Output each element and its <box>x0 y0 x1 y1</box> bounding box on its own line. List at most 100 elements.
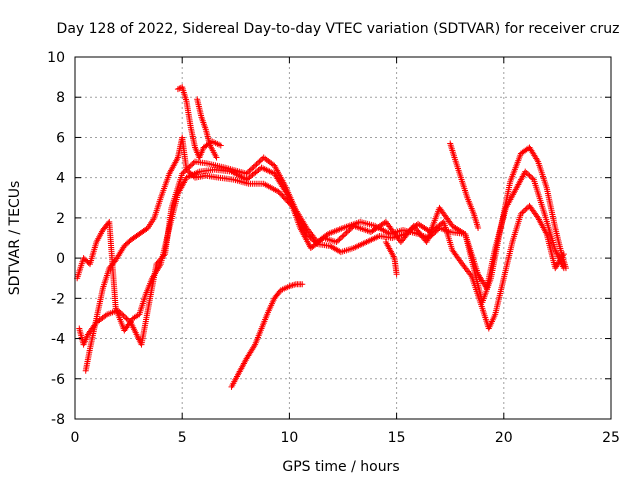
data-point <box>257 157 264 164</box>
chart-title: Day 128 of 2022, Sidereal Day-to-day VTE… <box>57 21 620 37</box>
x-tick-label: 0 <box>71 430 80 446</box>
data-point <box>183 166 190 173</box>
data-point <box>213 154 220 161</box>
data-point <box>250 163 257 170</box>
data-point <box>299 281 306 288</box>
data-point <box>333 239 340 246</box>
data-point <box>345 228 352 235</box>
data-point <box>254 159 261 166</box>
data-point <box>306 233 313 240</box>
data-point <box>289 203 296 210</box>
data-point <box>246 167 253 174</box>
y-tick-label: 2 <box>56 211 65 227</box>
data-point <box>529 175 536 182</box>
series-track-5 <box>194 96 220 161</box>
data-point <box>319 236 326 243</box>
data-point <box>189 161 196 168</box>
data-point <box>393 271 400 278</box>
data-point <box>522 168 529 175</box>
y-tick-label: -6 <box>51 372 65 388</box>
data-point <box>253 161 260 168</box>
data-point <box>105 220 112 227</box>
data-point <box>285 199 292 206</box>
data-point <box>186 169 193 176</box>
data-point <box>187 170 194 177</box>
data-point <box>247 166 254 173</box>
y-tick-label: -8 <box>51 412 65 428</box>
data-point <box>243 170 250 177</box>
series-track-7 <box>447 140 482 231</box>
data-point <box>180 169 187 176</box>
data-point <box>256 158 263 165</box>
data-point <box>252 162 259 169</box>
data-point <box>279 192 286 199</box>
data-point <box>280 194 287 201</box>
data-point <box>276 190 283 197</box>
x-tick-label: 15 <box>388 430 406 446</box>
data-point <box>304 232 311 239</box>
data-point <box>190 173 197 180</box>
data-point <box>190 159 197 166</box>
data-point <box>284 198 291 205</box>
y-tick-label: 8 <box>56 90 65 106</box>
data-point <box>123 315 130 322</box>
data-point <box>122 314 129 321</box>
data-point <box>522 206 529 213</box>
y-tick-label: 10 <box>47 50 65 66</box>
data-point <box>560 265 567 272</box>
plot-frame <box>74 56 612 420</box>
data-point <box>347 225 354 232</box>
y-tick-label: -2 <box>51 291 65 307</box>
data-point <box>278 191 285 198</box>
data-point <box>527 173 534 180</box>
data-point <box>340 232 347 239</box>
series-track-8 <box>382 239 400 278</box>
y-axis-title: SDTVAR / TECUs <box>7 181 23 296</box>
data-point <box>339 233 346 240</box>
data-point <box>312 239 319 246</box>
data-point <box>342 230 349 237</box>
data-point <box>286 200 293 207</box>
series-track-4 <box>174 84 224 161</box>
data-point <box>526 172 533 179</box>
data-point <box>189 171 196 178</box>
data-point <box>525 171 532 178</box>
y-tick-label: -4 <box>51 332 65 348</box>
data-point <box>520 208 527 215</box>
data-point <box>184 167 191 174</box>
data-point <box>179 170 186 177</box>
data-point <box>343 229 350 236</box>
data-point <box>143 225 150 232</box>
data-point <box>308 236 315 243</box>
data-point <box>560 251 567 258</box>
data-point <box>311 238 318 245</box>
data-point <box>303 230 310 237</box>
data-point <box>249 165 256 172</box>
data-point <box>120 312 127 319</box>
data-point <box>244 169 251 176</box>
y-tick-label: 4 <box>56 171 65 187</box>
x-tick-label: 5 <box>178 430 187 446</box>
data-point <box>310 237 317 244</box>
data-point <box>523 205 530 212</box>
data-point <box>334 237 341 244</box>
y-tick-label: 6 <box>56 130 65 146</box>
series-track-6 <box>228 281 306 390</box>
data-point <box>119 311 126 318</box>
data-point <box>186 163 193 170</box>
series-track-3 <box>82 134 567 374</box>
data-marks <box>74 84 569 390</box>
data-point <box>519 209 526 216</box>
y-tick-label: 0 <box>56 251 65 267</box>
data-point <box>283 196 290 203</box>
data-point <box>281 195 288 202</box>
x-tick-label: 10 <box>280 430 298 446</box>
data-point <box>336 236 343 243</box>
data-point <box>217 142 224 149</box>
data-point <box>475 224 482 231</box>
data-point <box>288 202 295 209</box>
x-axis-title: GPS time / hours <box>282 459 399 475</box>
ticks: 0 5 10 15 20 25 -8 -6 -4 -2 0 2 4 6 8 10 <box>47 50 620 446</box>
data-point <box>275 188 282 195</box>
